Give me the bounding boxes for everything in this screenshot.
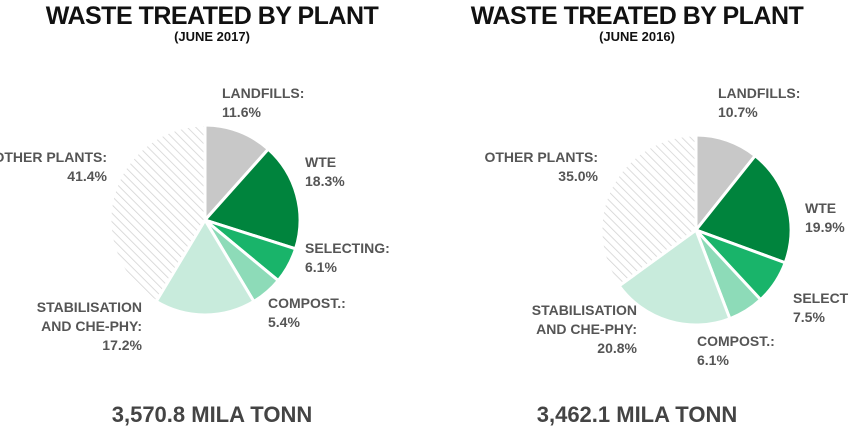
slice-label-line: WTE — [805, 200, 836, 216]
slice-label-line: COMPOST.: — [697, 333, 775, 349]
slice-label-line: COMPOST.: — [268, 295, 346, 311]
slice-label-line: 6.1% — [305, 259, 337, 275]
slice-label-line: STABILISATION — [37, 299, 142, 315]
slice-label-line: 17.2% — [102, 337, 142, 353]
slice-label-line: 5.4% — [268, 314, 300, 330]
chart-panel-2017: WASTE TREATED BY PLANT (JUNE 2017) LANDF… — [0, 0, 424, 430]
slice-label-line: AND CHE-PHY: — [41, 318, 142, 334]
slice-label-line: AND CHE-PHY: — [536, 321, 637, 337]
pie-chart-2017: LANDFILLS: 11.6% WTE 18.3% SELECTING: 6.1% COM… — [0, 85, 390, 353]
slice-label-line: 18.3% — [305, 173, 345, 189]
chart-title: WASTE TREATED BY PLANT — [470, 2, 804, 30]
slice-label-line: SELECTING: — [793, 290, 849, 306]
slice-label-wte: WTE 18.3% — [305, 154, 345, 189]
slice-label-compost: COMPOST.: 6.1% — [697, 333, 775, 368]
pie-slice-other-plants — [599, 133, 698, 288]
slice-label-line: WTE — [305, 154, 336, 170]
slice-label-other-plants: OTHER PLANTS: 41.4% — [0, 149, 108, 184]
pie-slice-wte — [694, 154, 793, 265]
slice-label-stabilisation: STABILISATION AND CHE-PHY: 17.2% — [37, 299, 143, 353]
slice-label-selecting: SELECTING: 6.1% — [305, 240, 390, 275]
slice-label-line: 11.6% — [222, 104, 261, 120]
slice-label-line: 41.4% — [67, 168, 107, 184]
total-tonnage: 3,462.1 MILA TONN — [536, 402, 738, 427]
slice-label-compost: COMPOST.: 5.4% — [268, 295, 346, 330]
chart-panel-2016: WASTE TREATED BY PLANT (JUNE 2016) LANDF… — [425, 0, 849, 430]
slice-label-landfills: LANDFILLS: 11.6% — [222, 85, 304, 120]
slice-label-line: 19.9% — [805, 219, 845, 235]
chart-title: WASTE TREATED BY PLANT — [45, 2, 379, 30]
chart-subtitle: (JUNE 2016) — [599, 29, 675, 44]
pie-slice-other-plants — [108, 123, 207, 303]
slice-label-other-plants: OTHER PLANTS: 35.0% — [484, 149, 598, 184]
pie-slice-wte — [203, 147, 302, 251]
slice-label-line: LANDFILLS: — [718, 85, 800, 101]
slice-label-line: 6.1% — [697, 352, 729, 368]
pie-chart-2016: LANDFILLS: 10.7% WTE 19.9% SELECTING: 7.5% COM… — [484, 85, 849, 368]
slice-label-landfills: LANDFILLS: 10.7% — [718, 85, 800, 120]
total-tonnage: 3,570.8 MILA TONN — [111, 402, 313, 427]
slice-label-line: 10.7% — [718, 104, 758, 120]
pie-slice-stabilisation — [617, 228, 732, 327]
slice-label-line: 20.8% — [597, 340, 637, 356]
slice-label-line: LANDFILLS: — [222, 85, 304, 101]
slice-label-line: OTHER PLANTS: — [484, 149, 598, 165]
chart-subtitle: (JUNE 2017) — [174, 29, 250, 44]
slice-label-stabilisation: STABILISATION AND CHE-PHY: 20.8% — [532, 302, 638, 356]
slice-label-line: STABILISATION — [532, 302, 637, 318]
slice-label-line: OTHER PLANTS: — [0, 149, 107, 165]
pie-slice-stabilisation — [154, 218, 256, 317]
slice-label-line: 7.5% — [793, 309, 825, 325]
slice-label-selecting: SELECTING: 7.5% — [793, 290, 849, 325]
slice-label-line: SELECTING: — [305, 240, 390, 256]
slice-label-wte: WTE 19.9% — [805, 200, 845, 235]
slice-label-line: 35.0% — [558, 168, 598, 184]
